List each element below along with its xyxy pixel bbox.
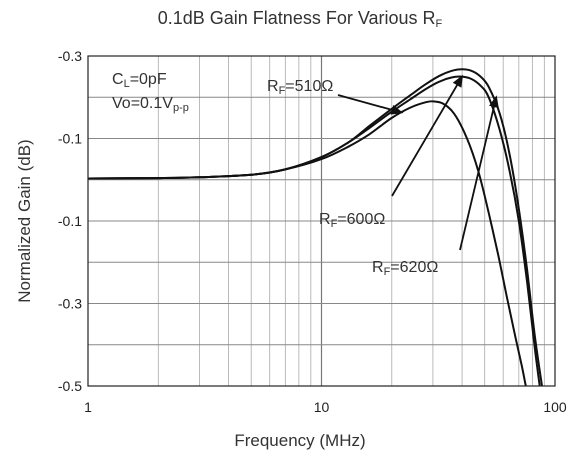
- y-axis-label: Normalized Gain (dB): [15, 139, 34, 302]
- x-tick-label: 100: [543, 399, 567, 415]
- tick-labels: 1 10 100 -0.3 -0.1 -0.1 -0.3 -0.5: [58, 48, 567, 415]
- y-tick-label: -0.1: [58, 213, 82, 229]
- annotation-arrow: [391, 74, 464, 197]
- annotation-arrow: [459, 95, 499, 251]
- x-tick-label: 1: [84, 399, 92, 415]
- y-tick-label: -0.3: [58, 48, 82, 64]
- series-curves: [87, 68, 543, 387]
- annotations: RF=510Ω RF=600Ω RF=620Ω: [267, 74, 499, 278]
- plot-frame: [87, 55, 556, 387]
- series-line-2: [87, 68, 543, 387]
- conditions-box: CL=0pF Vo=0.1Vp-p: [112, 71, 189, 114]
- series-line-1: [87, 75, 541, 387]
- x-tick-label: 10: [314, 399, 330, 415]
- series-line-0: [87, 100, 527, 387]
- y-tick-label: -0.1: [58, 131, 82, 147]
- series-annotation-label: RF=600Ω: [319, 211, 385, 230]
- condition-label: Vo=0.1Vp-p: [112, 95, 189, 114]
- x-axis-label: Frequency (MHz): [234, 431, 365, 450]
- y-tick-label: -0.5: [58, 378, 82, 394]
- series-annotation-label: RF=510Ω: [267, 78, 333, 97]
- series-annotation-label: RF=620Ω: [372, 259, 438, 278]
- annotation-arrow: [337, 94, 404, 115]
- y-tick-label: -0.3: [58, 296, 82, 312]
- chart-title: 0.1dB Gain Flatness For Various RF: [158, 8, 443, 30]
- condition-label: CL=0pF: [112, 71, 167, 90]
